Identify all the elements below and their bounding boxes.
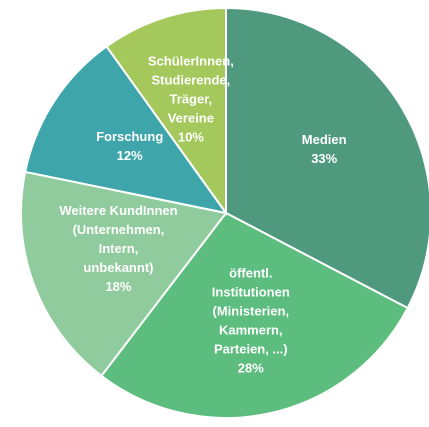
slice-label: SchülerInnen, Studierende, Träger, Vereine bbox=[148, 54, 234, 126]
pie-slice bbox=[100, 211, 409, 419]
slice-label: Medien bbox=[302, 132, 347, 147]
slice-label: Weitere KundInnen (Unternehmen, Intern, unb… bbox=[59, 203, 177, 275]
slice-value-label: 28% bbox=[238, 361, 264, 376]
pie-slice bbox=[23, 45, 229, 215]
slice-value-label: 18% bbox=[105, 279, 131, 294]
pie-slice bbox=[105, 6, 227, 217]
pie-slice bbox=[20, 170, 228, 378]
slice-label: Forschung bbox=[96, 129, 163, 144]
slice-value-label: 33% bbox=[311, 151, 337, 166]
slice-value-label: 10% bbox=[178, 130, 204, 145]
pie-slice bbox=[225, 6, 429, 310]
slice-label: öffentl. Institutionen (Ministerien, Kammer… bbox=[212, 266, 290, 357]
slice-value-label: 12% bbox=[117, 148, 143, 163]
